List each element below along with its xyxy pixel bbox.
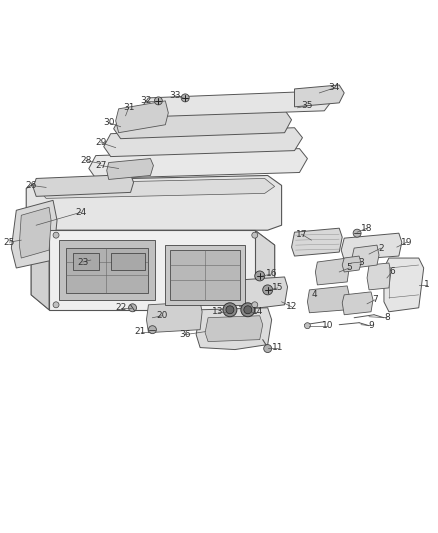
Polygon shape	[89, 149, 307, 179]
Polygon shape	[352, 245, 379, 268]
Text: 11: 11	[272, 343, 283, 352]
Polygon shape	[205, 316, 263, 342]
Text: 27: 27	[95, 161, 106, 170]
Polygon shape	[33, 174, 134, 196]
Text: 28: 28	[80, 156, 92, 165]
Text: 23: 23	[77, 257, 88, 266]
Polygon shape	[315, 258, 349, 285]
Polygon shape	[66, 248, 148, 293]
Text: 13: 13	[212, 307, 224, 316]
Polygon shape	[73, 253, 99, 270]
Text: 34: 34	[328, 84, 340, 92]
Circle shape	[252, 302, 258, 308]
Polygon shape	[342, 256, 361, 272]
Text: 15: 15	[272, 284, 283, 293]
Polygon shape	[237, 277, 288, 308]
Text: 10: 10	[321, 321, 333, 330]
Polygon shape	[341, 233, 402, 260]
Circle shape	[252, 232, 258, 238]
Text: 1: 1	[424, 280, 430, 289]
Text: 8: 8	[384, 313, 390, 322]
Text: 30: 30	[103, 118, 114, 127]
Text: 12: 12	[286, 302, 297, 311]
Circle shape	[255, 271, 265, 281]
Text: 17: 17	[296, 230, 307, 239]
Circle shape	[264, 345, 272, 352]
Polygon shape	[342, 292, 373, 315]
Polygon shape	[11, 200, 57, 268]
Text: 32: 32	[140, 96, 151, 106]
Polygon shape	[170, 250, 240, 300]
Circle shape	[263, 285, 273, 295]
Text: 2: 2	[378, 244, 384, 253]
Text: 14: 14	[252, 307, 263, 316]
Polygon shape	[31, 230, 275, 310]
Circle shape	[241, 303, 255, 317]
Text: 35: 35	[302, 101, 313, 110]
Text: 20: 20	[157, 311, 168, 320]
Polygon shape	[111, 253, 145, 270]
Text: 7: 7	[372, 295, 378, 304]
Polygon shape	[294, 85, 344, 107]
Text: 6: 6	[389, 268, 395, 277]
Circle shape	[353, 229, 361, 237]
Text: 5: 5	[346, 263, 352, 272]
Text: 9: 9	[368, 321, 374, 330]
Polygon shape	[107, 158, 153, 180]
Polygon shape	[59, 240, 155, 300]
Text: 4: 4	[311, 290, 317, 300]
Circle shape	[226, 306, 234, 314]
Polygon shape	[114, 110, 292, 139]
Text: 18: 18	[361, 224, 373, 233]
Text: 24: 24	[75, 208, 87, 217]
Text: 25: 25	[4, 238, 15, 247]
Text: 29: 29	[95, 138, 106, 147]
Polygon shape	[146, 302, 202, 333]
Text: 16: 16	[266, 270, 277, 278]
Polygon shape	[26, 175, 282, 230]
Circle shape	[53, 232, 59, 238]
Circle shape	[304, 322, 311, 329]
Text: 21: 21	[135, 327, 146, 336]
Polygon shape	[104, 128, 303, 157]
Text: 3: 3	[358, 257, 364, 266]
Polygon shape	[292, 228, 342, 256]
Polygon shape	[31, 230, 49, 310]
Circle shape	[244, 306, 252, 314]
Polygon shape	[19, 207, 51, 258]
Text: 33: 33	[170, 91, 181, 100]
Polygon shape	[165, 245, 245, 305]
Polygon shape	[49, 230, 255, 310]
Text: 26: 26	[25, 181, 37, 190]
Polygon shape	[39, 179, 275, 198]
Polygon shape	[141, 91, 333, 117]
Circle shape	[155, 97, 162, 105]
Text: 36: 36	[180, 330, 191, 339]
Circle shape	[223, 303, 237, 317]
Text: 19: 19	[401, 238, 413, 247]
Polygon shape	[116, 101, 168, 133]
Circle shape	[129, 304, 137, 312]
Polygon shape	[196, 308, 272, 350]
Polygon shape	[384, 258, 424, 312]
Polygon shape	[255, 230, 275, 310]
Polygon shape	[91, 255, 104, 265]
Polygon shape	[367, 263, 391, 290]
Polygon shape	[307, 286, 349, 313]
Circle shape	[53, 302, 59, 308]
Text: 22: 22	[115, 303, 126, 312]
Circle shape	[148, 326, 156, 334]
Text: 31: 31	[123, 103, 134, 112]
Circle shape	[181, 94, 189, 102]
